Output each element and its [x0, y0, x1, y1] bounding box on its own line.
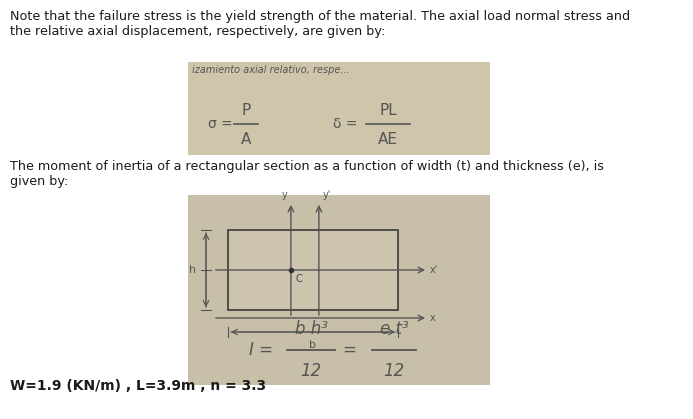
- Text: x: x: [430, 313, 436, 323]
- Text: σ =: σ =: [208, 117, 233, 131]
- Text: x': x': [430, 265, 438, 275]
- Text: C: C: [296, 274, 303, 284]
- Bar: [228, 230, 398, 310]
- Text: I =: I =: [249, 341, 273, 359]
- Text: 12: 12: [300, 362, 322, 380]
- Text: W=1.9 (KN/m) , L=3.9m , n = 3.3: W=1.9 (KN/m) , L=3.9m , n = 3.3: [10, 379, 266, 393]
- Bar: [188, 195, 490, 385]
- Text: Note that the failure stress is the yield strength of the material. The axial lo: Note that the failure stress is the yiel…: [10, 10, 630, 38]
- Text: y: y: [282, 190, 288, 200]
- Text: izamiento axial relativo, respe...: izamiento axial relativo, respe...: [192, 65, 350, 75]
- Text: b h³: b h³: [295, 320, 327, 338]
- Text: AE: AE: [378, 132, 398, 147]
- Text: y': y': [323, 190, 331, 200]
- Text: δ =: δ =: [333, 117, 358, 131]
- Text: =: =: [342, 341, 356, 359]
- Bar: [188, 62, 490, 155]
- Text: PL: PL: [379, 103, 397, 117]
- Text: P: P: [241, 103, 251, 117]
- Text: A: A: [240, 132, 251, 147]
- Text: b: b: [310, 340, 317, 350]
- Text: 12: 12: [383, 362, 405, 380]
- Text: h: h: [189, 265, 196, 275]
- Text: The moment of inertia of a rectangular section as a function of width (t) and th: The moment of inertia of a rectangular s…: [10, 160, 604, 188]
- Text: e t³: e t³: [380, 320, 408, 338]
